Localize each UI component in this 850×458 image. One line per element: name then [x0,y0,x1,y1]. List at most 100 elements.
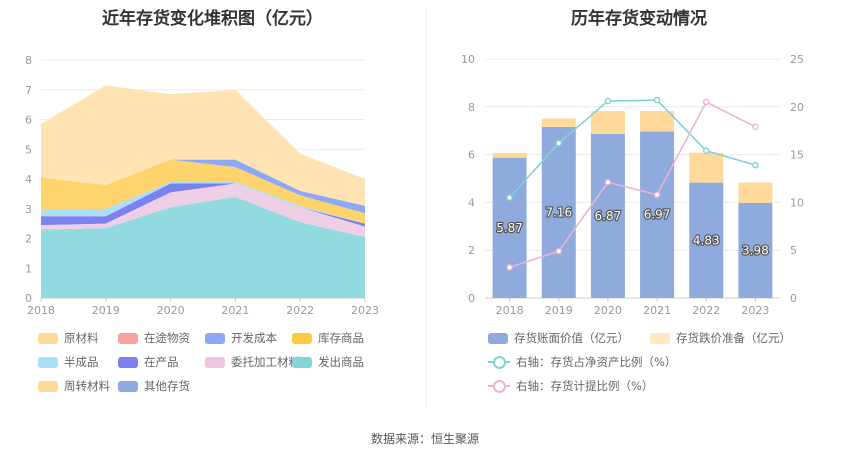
area-legend-label: 开发成本 [231,331,277,345]
line-point [604,179,612,186]
bar-data-label: 4.83 [693,233,720,247]
bar-legend-item[interactable]: 存货账面价值（亿元） [488,330,629,346]
bar-y-tick: 10 [461,53,475,66]
area-y-tick: 6 [25,114,32,127]
area-legend-label: 其他存货 [144,379,190,393]
bar-chart-title: 历年存货变动情况 [571,9,707,29]
area-legend-swatch [118,356,138,368]
bar-book-value [689,182,724,298]
bar-legend-item[interactable]: 右轴：存货计提比例（%） [488,378,653,394]
bar-legend-item[interactable]: 存货跌价准备（亿元） [650,330,791,346]
line-point [506,194,513,201]
line-point [555,139,563,147]
bar-data-label: 3.98 [742,243,769,257]
bar-data-label: 6.97 [644,208,671,222]
bar-x-tick: 2018 [496,304,524,317]
line-point [555,247,563,255]
area-legend-swatch [118,380,138,392]
area-y-tick: 4 [25,173,32,186]
line-point [506,264,513,271]
bar-y-tick: 2 [468,244,475,257]
area-y-tick: 0 [25,292,32,305]
area-legend-swatch [205,356,225,368]
area-legend-item[interactable]: 周转材料 [38,378,110,394]
area-y-tick: 7 [25,84,32,97]
area-x-tick: 2022 [286,304,314,317]
area-chart-title: 近年存货变化堆积图（亿元） [102,9,323,29]
bar-x-tick: 2022 [692,304,720,317]
area-legend-item[interactable]: 库存商品 [292,330,364,346]
bar-y-tick: 8 [468,101,475,114]
area-legend-swatch [205,332,225,344]
area-series-1 [41,196,365,298]
area-legend-label: 在途物资 [144,331,190,345]
area-legend-item[interactable]: 发出商品 [292,354,364,370]
bar-y-tick: 0 [468,292,475,305]
area-legend-label: 在产品 [144,355,179,369]
area-legend-item[interactable]: 原材料 [38,330,99,346]
bar-legend-swatch [488,332,508,344]
area-y-tick: 3 [25,203,32,216]
area-y-tick: 2 [25,233,32,246]
area-legend-swatch [38,332,58,344]
area-legend-item[interactable]: 其他存货 [118,378,190,394]
area-x-tick: 2019 [92,304,120,317]
area-legend-item[interactable]: 委托加工材料 [205,354,300,370]
bar-book-value [738,202,773,298]
area-legend-item[interactable]: 在产品 [118,354,179,370]
bar-legend-swatch [488,356,510,369]
area-legend-label: 库存商品 [318,331,364,345]
bar-y-tick: 6 [468,149,475,162]
bar-impairment [689,152,724,183]
area-legend-swatch [292,356,312,368]
area-legend-swatch [292,332,312,344]
bar-book-value [640,131,675,298]
data-source: 数据来源：恒生聚源 [370,432,479,446]
area-legend-label: 周转材料 [64,379,110,393]
area-y-tick: 8 [25,54,32,67]
bar-legend-item[interactable]: 右轴：存货占净资产比例（%） [488,354,676,370]
bar-y2-tick: 15 [790,149,804,162]
line-point [702,147,710,155]
bar-y2-tick: 10 [790,196,804,209]
line-point [752,161,759,169]
bar-book-value [492,157,527,298]
bar-legend-swatch [488,380,510,393]
inventory-bar-line-chart: 0 2 4 6 8 10 0 5 10 15 20 25 5.87 7.16 6.87 6.97 4.83 3.9… [461,53,804,317]
area-legend-label: 发出商品 [318,355,364,369]
area-legend-item[interactable]: 在途物资 [118,330,190,346]
stacked-area-chart: 0 1 2 3 4 5 6 7 8 2018 2019 2020 2021 2022 2023 [25,54,379,317]
area-y-tick: 1 [25,262,32,275]
line-series-1 [509,100,756,269]
bar-y-tick: 4 [468,196,475,209]
bar-y2-tick: 5 [790,244,797,257]
stacked-area-panel: 近年存货变化堆积图（亿元） 0 1 2 3 4 5 6 7 8 2018 2019 2020 2021 2… [0,0,425,420]
area-legend-item[interactable]: 半成品 [38,354,99,370]
area-x-tick: 2023 [351,304,379,317]
area-legend-label: 半成品 [64,355,99,369]
area-series-3 [41,183,365,227]
bar-impairment [492,152,527,158]
area-legend-swatch [38,380,58,392]
line-point [702,98,710,106]
bar-impairment [590,111,625,134]
area-series-9 [41,85,365,206]
area-legend-item[interactable]: 开发成本 [205,330,277,346]
line-series-0 [508,99,756,199]
bar-legend-label: 右轴：存货计提比例（%） [516,379,654,393]
area-legend-label: 原材料 [64,331,99,345]
line-point [653,191,661,199]
bar-legend-label: 存货账面价值（亿元） [514,331,629,345]
line-point [752,123,759,131]
line-point [653,96,661,104]
area-y-tick: 5 [25,143,32,156]
panel-divider [426,10,427,408]
area-series-5 [41,159,365,224]
bar-y2-tick: 20 [790,101,804,114]
bar-impairment [738,182,773,203]
bar-x-tick: 2020 [594,304,622,317]
area-x-tick: 2018 [27,304,55,317]
bar-data-label: 5.87 [496,221,523,235]
bar-book-value [590,133,625,298]
bar-y2-tick: 0 [790,292,797,305]
